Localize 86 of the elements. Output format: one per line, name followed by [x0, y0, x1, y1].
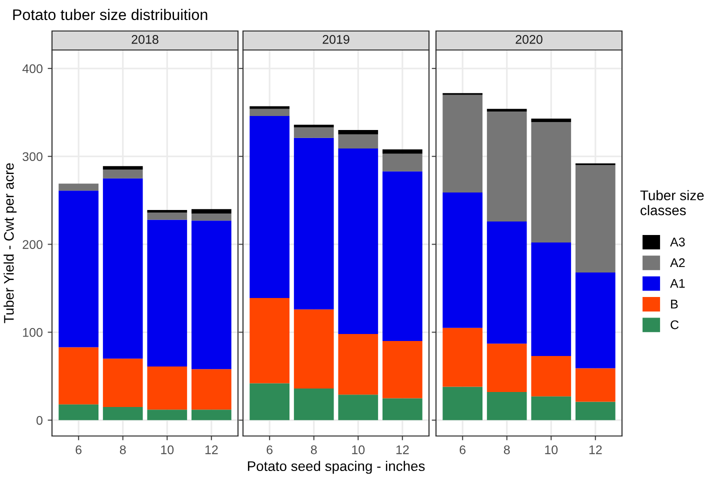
chart-subtitle: 2018 [132, 35, 158, 44]
bar [102, 178, 143, 359]
bar [192, 220, 232, 370]
bar [442, 94, 482, 192]
bar [147, 210, 188, 213]
bar [102, 406, 143, 420]
bar [338, 334, 378, 395]
x-tick-label: 6 [460, 445, 466, 454]
bar [192, 410, 232, 420]
bar [102, 170, 143, 178]
bar [531, 122, 572, 243]
bar [147, 220, 188, 367]
bar [294, 309, 334, 389]
x-axis-title: Potato seed spacing - inches [248, 460, 425, 474]
y-axis-title: Tuber Yield - Cwt per acre [4, 163, 17, 324]
y-tick-label: 100 [23, 328, 42, 337]
bar [576, 368, 616, 402]
bar [382, 341, 422, 398]
x-tick-label: 8 [120, 445, 126, 454]
bar [486, 108, 527, 112]
bar [147, 410, 188, 420]
chart-title: Potato tuber size distribuition [13, 8, 208, 20]
bar [442, 386, 482, 420]
y-tick-label: 0 [36, 416, 42, 425]
bar [576, 165, 616, 272]
chart-subtitle: 2019 [322, 35, 350, 44]
bar [338, 134, 378, 148]
bar [250, 383, 290, 420]
bar [486, 344, 527, 392]
bar [294, 388, 334, 420]
bar [102, 358, 143, 407]
bar [442, 328, 482, 387]
bar [486, 221, 527, 344]
chart-subtitle: 2020 [516, 35, 542, 44]
bar [382, 149, 422, 154]
legend-label: A3 [670, 238, 685, 246]
x-tick-label: 10 [161, 445, 174, 454]
bar [576, 272, 616, 368]
x-tick-label: 10 [545, 445, 558, 454]
bar [338, 130, 378, 134]
bar [338, 148, 378, 334]
bar [250, 106, 290, 109]
bar [531, 396, 572, 420]
bar [58, 404, 98, 420]
bar [531, 356, 572, 396]
bar [147, 366, 188, 410]
bar [294, 138, 334, 310]
bar [147, 212, 188, 220]
bar [338, 394, 378, 420]
bar [250, 116, 290, 298]
bar [576, 402, 616, 420]
bar [382, 398, 422, 420]
bar [102, 166, 143, 170]
legend-label: A2 [670, 258, 685, 268]
bar [531, 242, 572, 356]
bar [192, 214, 232, 221]
y-tick-label: 400 [22, 64, 42, 74]
legend-label: C [670, 320, 679, 330]
x-tick-label: 6 [76, 445, 82, 454]
bar [442, 192, 482, 328]
x-tick-label: 8 [504, 445, 510, 454]
bar [58, 184, 98, 191]
bar [486, 112, 527, 222]
x-tick-label: 12 [589, 445, 602, 454]
bar [250, 298, 290, 384]
x-tick-label: 10 [352, 445, 365, 454]
bar [382, 154, 422, 172]
bar [58, 190, 98, 348]
bar [192, 369, 232, 410]
legend-label: A1 [670, 279, 685, 288]
legend-label: B [671, 300, 678, 308]
x-tick-label: 8 [310, 445, 317, 454]
x-tick-label: 6 [266, 445, 272, 454]
bar [294, 127, 334, 138]
x-tick-label: 12 [396, 445, 409, 454]
bar [250, 108, 290, 116]
y-tick-label: 300 [22, 152, 42, 162]
bar [531, 118, 572, 122]
bar [58, 347, 98, 404]
x-tick-label: 12 [205, 445, 218, 454]
bar [192, 209, 232, 214]
bar [382, 171, 422, 342]
y-tick-label: 200 [22, 240, 42, 249]
bar [294, 124, 334, 128]
bar [486, 392, 527, 420]
legend-title: Tuber size classes [640, 190, 704, 216]
